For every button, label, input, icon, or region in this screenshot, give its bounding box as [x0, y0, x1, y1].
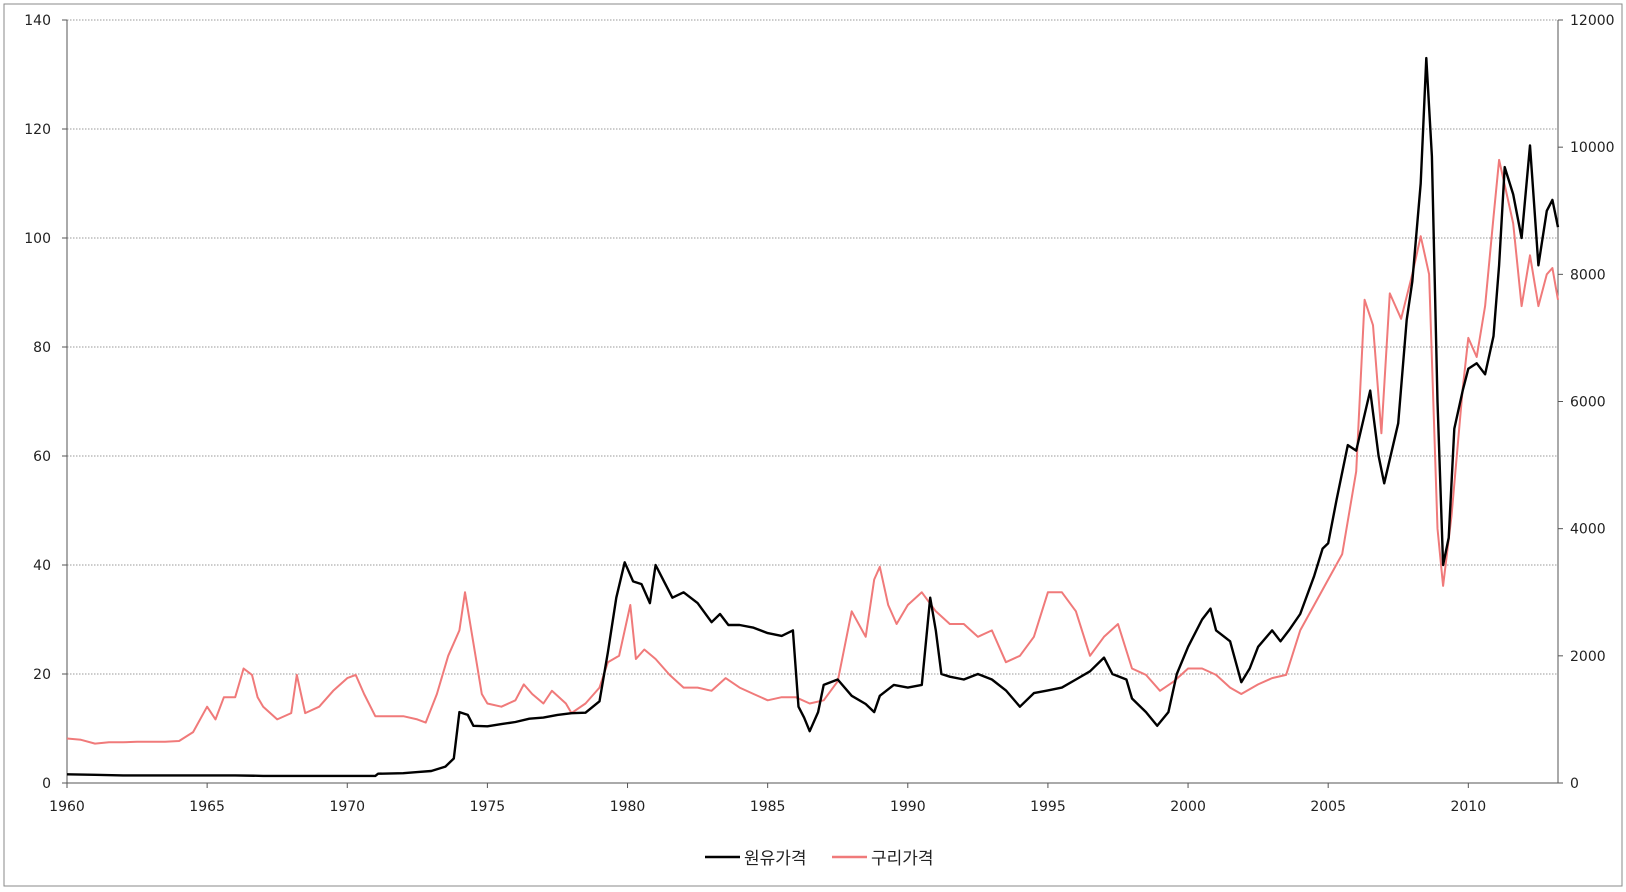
chart-frame [3, 3, 1623, 887]
x-tick-label: 1970 [329, 799, 365, 815]
x-tick-label: 2010 [1450, 799, 1486, 815]
x-tick-label: 1980 [610, 799, 646, 815]
x-tick-label: 1975 [470, 799, 506, 815]
y-tick-label-right: 12000 [1570, 13, 1615, 29]
legend-label-copper: 구리가격 [871, 849, 934, 869]
x-tick-label: 2005 [1310, 799, 1346, 815]
y-tick-label-left: 120 [24, 122, 51, 138]
y-tick-label-left: 140 [24, 13, 51, 29]
grid-layer [67, 19, 1558, 675]
y-tick-label-right: 6000 [1570, 395, 1606, 411]
x-tick-label: 1985 [750, 799, 786, 815]
legend: 원유가격 구리가격 [705, 849, 934, 869]
axis-layer: 0 20 40 60 80 100 120 140 0 2000 4000 6000 8000 10000… [24, 13, 1614, 815]
x-tick-label: 1965 [189, 799, 225, 815]
series-line-crude-oil [66, 56, 1560, 778]
y-tick-label-left: 0 [42, 776, 51, 792]
y-tick-label-right: 0 [1570, 776, 1579, 792]
series-line-copper [66, 158, 1559, 745]
y-tick-label-left: 100 [24, 231, 51, 247]
x-tick-label: 1990 [890, 799, 926, 815]
y-tick-label-left: 20 [33, 667, 51, 683]
y-tick-label-right: 8000 [1570, 267, 1606, 283]
y-tick-label-right: 2000 [1570, 649, 1606, 665]
legend-label-crude-oil: 원유가격 [744, 849, 807, 869]
x-tick-label: 2000 [1170, 799, 1206, 815]
y-tick-label-left: 60 [33, 449, 51, 465]
y-tick-label-left: 80 [33, 340, 51, 356]
y-tick-label-right: 4000 [1570, 522, 1606, 538]
y-tick-label-left: 40 [33, 558, 51, 574]
y-tick-label-right: 10000 [1570, 140, 1615, 156]
x-tick-label: 1995 [1030, 799, 1066, 815]
series-layer [66, 56, 1560, 778]
x-tick-label: 1960 [49, 799, 85, 815]
